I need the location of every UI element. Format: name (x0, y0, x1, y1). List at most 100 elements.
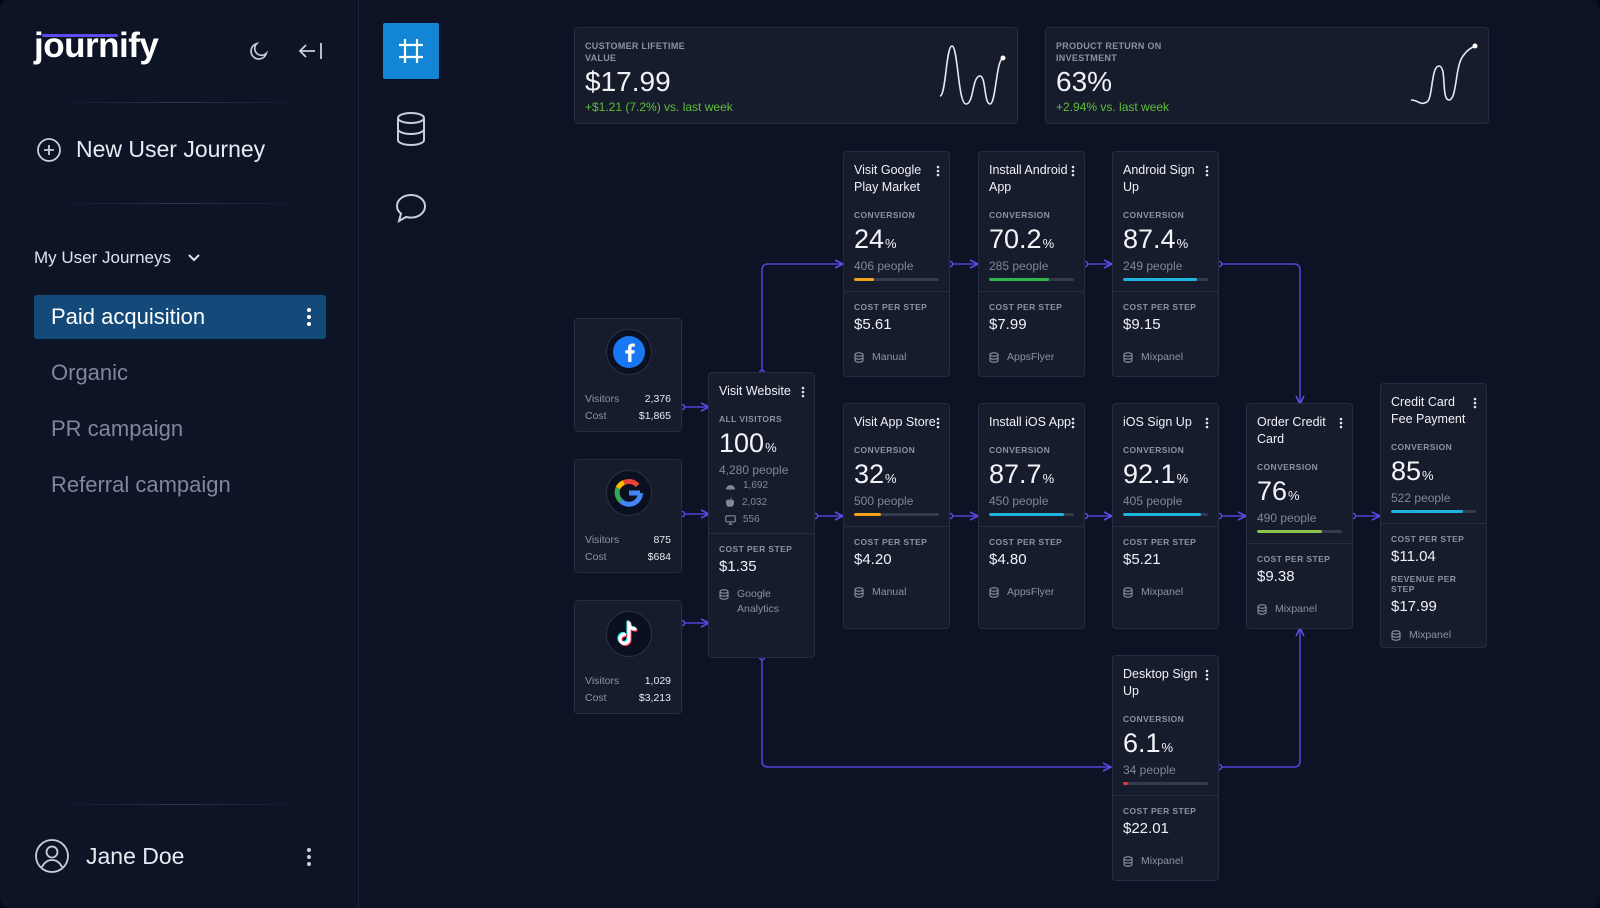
journey-label: Paid acquisition (51, 304, 206, 329)
conversion-label: Conversion (1123, 210, 1185, 220)
step-card-install-ios-app[interactable]: Install iOS App Conversion 87.7% 450 peo… (978, 403, 1085, 629)
visitors-percent: 100 (719, 428, 765, 458)
kpi-sparkline (939, 45, 1006, 105)
conversion-bar (854, 513, 939, 516)
device-count: 556 (743, 514, 760, 525)
user-profile[interactable]: Jane Doe (34, 838, 184, 874)
facebook-icon (606, 329, 652, 375)
user-menu-icon[interactable] (306, 847, 312, 867)
source-card-tiktok[interactable]: Visitors 1,029 Cost $3,213 (574, 600, 682, 714)
conversion-value: 24 (854, 224, 885, 254)
source-card-facebook[interactable]: Visitors 2,376 Cost $1,865 (574, 318, 682, 432)
logo-accent (42, 34, 118, 37)
collapse-sidebar-icon[interactable] (295, 36, 325, 66)
more-options-icon[interactable] (306, 307, 312, 327)
data-source-label: Manual (872, 351, 907, 363)
cost-per-step-label: Cost per step (719, 544, 793, 554)
step-card-visit-website[interactable]: Visit Website All visitors 100% 4,280 pe… (708, 372, 815, 658)
percent-unit: % (1288, 488, 1300, 503)
canvas-tool-button[interactable] (383, 23, 439, 79)
conversion-label: Conversion (1123, 445, 1185, 455)
conversion-value: 87.4 (1123, 224, 1176, 254)
step-card-visit-app-store[interactable]: Visit App Store Conversion 32% 500 peopl… (843, 403, 950, 629)
conversion-bar (989, 513, 1074, 516)
step-card-desktop-sign-up[interactable]: Desktop Sign Up Conversion 6.1% 34 peopl… (1112, 655, 1219, 881)
percent-unit: % (1422, 468, 1434, 483)
conversion-value: 85 (1391, 456, 1422, 486)
conversion-bar-fill (1123, 513, 1202, 516)
conversion-value: 87.7 (989, 459, 1042, 489)
data-source-label: Mixpanel (1141, 586, 1184, 598)
data-source: Mixpanel (1123, 351, 1208, 363)
user-name: Jane Doe (86, 842, 185, 869)
cost-value: $1,865 (638, 410, 671, 422)
new-journey-button[interactable]: New User Journey (36, 136, 265, 163)
kpi-sparkline (1410, 43, 1478, 105)
data-sources-button[interactable] (383, 101, 439, 157)
source-card-google[interactable]: Visitors 875 Cost $684 (574, 459, 682, 573)
people-count: 4,280 people (719, 463, 789, 477)
data-source: Manual (854, 351, 939, 363)
step-card-order-credit-card[interactable]: Order Credit Card Conversion 76% 490 peo… (1246, 403, 1353, 629)
step-card-visit-google-play[interactable]: Visit Google Play Market Conversion 24% … (843, 151, 950, 377)
data-source-label: Google Analytics (737, 588, 780, 615)
more-options-icon[interactable] (1071, 417, 1075, 429)
comments-button[interactable] (383, 180, 439, 236)
moon-icon[interactable] (244, 36, 274, 66)
more-options-icon[interactable] (1339, 417, 1343, 429)
more-options-icon[interactable] (801, 386, 805, 398)
more-options-icon[interactable] (1205, 669, 1209, 681)
cost-per-step-value: $5.21 (1123, 551, 1161, 568)
visitors-value: 875 (653, 534, 671, 546)
step-card-ios-sign-up[interactable]: iOS Sign Up Conversion 92.1% 405 people … (1112, 403, 1219, 629)
cost-per-step-label: Cost per step (1257, 554, 1331, 564)
step-card-install-android-app[interactable]: Install Android App Conversion 70.2% 285… (978, 151, 1085, 377)
more-options-icon[interactable] (1473, 397, 1477, 409)
people-count: 406 people (854, 259, 914, 273)
data-source-label: Mixpanel (1409, 629, 1452, 641)
step-title: Visit Website (719, 384, 791, 398)
frame-icon (399, 39, 423, 63)
conversion-bar (1257, 530, 1342, 533)
conversion-label: Conversion (854, 445, 916, 455)
cost-label: Cost (585, 410, 607, 422)
data-source-label: AppsFlyer (1007, 351, 1055, 363)
conversion-label: Conversion (1257, 462, 1319, 472)
conversion-bar-fill (1123, 782, 1129, 785)
step-card-android-sign-up[interactable]: Android Sign Up Conversion 87.4% 249 peo… (1112, 151, 1219, 377)
journey-item-organic[interactable]: Organic (34, 351, 326, 395)
conversion-label: Conversion (854, 210, 916, 220)
visitors-label: Visitors (585, 534, 620, 546)
user-avatar-icon (35, 839, 69, 873)
conversion-value: 70.2 (989, 224, 1042, 254)
cost-per-step-label: Cost per step (854, 302, 928, 312)
database-icon (397, 112, 425, 147)
conversion-label: Conversion (1123, 714, 1185, 724)
data-source-label: Mixpanel (1141, 351, 1184, 363)
journey-item-referral-campaign[interactable]: Referral campaign (34, 463, 326, 507)
more-options-icon[interactable] (1205, 165, 1209, 177)
cost-per-step-label: Cost per step (1123, 302, 1197, 312)
more-options-icon[interactable] (936, 165, 940, 177)
more-options-icon[interactable] (1205, 417, 1209, 429)
conversion-value: 76 (1257, 476, 1288, 506)
conversion-value: 6.1 (1123, 728, 1161, 758)
cost-value: $684 (647, 551, 671, 563)
data-source: AppsFlyer (989, 586, 1074, 598)
google-icon (606, 470, 652, 516)
conversion-bar (1123, 782, 1208, 785)
step-card-credit-card-fee-payment[interactable]: Credit Card Fee Payment Conversion 85% 5… (1380, 383, 1487, 648)
percent-unit: % (1176, 471, 1189, 486)
conversion-value: 92.1 (1123, 459, 1176, 489)
percent-unit: % (885, 471, 897, 486)
kpi-delta: +$1.21 (7.2%) vs. last week (585, 100, 733, 114)
more-options-icon[interactable] (1071, 165, 1075, 177)
journey-item-pr-campaign[interactable]: PR campaign (34, 407, 326, 451)
conversion-bar-fill (1123, 278, 1198, 281)
database-icon (1391, 629, 1401, 641)
more-options-icon[interactable] (936, 417, 940, 429)
my-journeys-toggle[interactable]: My User Journeys (34, 248, 201, 268)
journey-item-paid-acquisition[interactable]: Paid acquisition (34, 295, 326, 339)
conversion-bar (989, 278, 1074, 281)
journey-label: PR campaign (51, 416, 184, 441)
